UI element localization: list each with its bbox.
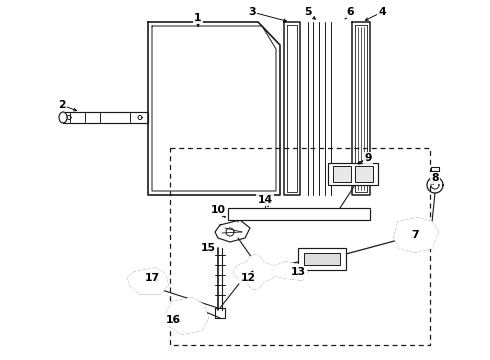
Polygon shape [180,310,190,320]
Bar [333,166,351,182]
Polygon shape [251,268,259,276]
Polygon shape [234,255,276,289]
Bar [355,166,373,182]
Bar [228,208,370,220]
Polygon shape [431,181,439,189]
Polygon shape [165,298,208,334]
Polygon shape [410,230,420,240]
Polygon shape [67,116,71,120]
Polygon shape [143,277,153,287]
Text: 1: 1 [194,13,202,23]
Bar [304,253,340,265]
Polygon shape [427,177,443,193]
Bar [328,163,378,185]
Polygon shape [138,116,142,120]
Text: 14: 14 [257,195,272,205]
Text: 3: 3 [248,7,256,17]
Text: 10: 10 [211,205,225,215]
Polygon shape [128,268,168,294]
Text: 5: 5 [304,7,312,17]
Ellipse shape [59,112,67,123]
Polygon shape [357,211,363,217]
Text: 11: 11 [318,257,333,267]
Text: 12: 12 [241,273,256,283]
Text: 4: 4 [378,7,386,17]
Polygon shape [235,211,241,217]
Text: 7: 7 [411,230,419,240]
Text: 15: 15 [200,243,216,253]
Text: 2: 2 [58,100,66,110]
Text: 9: 9 [364,153,372,163]
Polygon shape [394,218,438,252]
Bar [298,248,346,270]
Text: 13: 13 [291,267,306,277]
Polygon shape [270,262,308,280]
Text: 16: 16 [166,315,180,325]
Text: 17: 17 [145,273,160,283]
Text: 8: 8 [431,173,439,183]
Text: 6: 6 [346,7,354,17]
Polygon shape [226,228,234,236]
